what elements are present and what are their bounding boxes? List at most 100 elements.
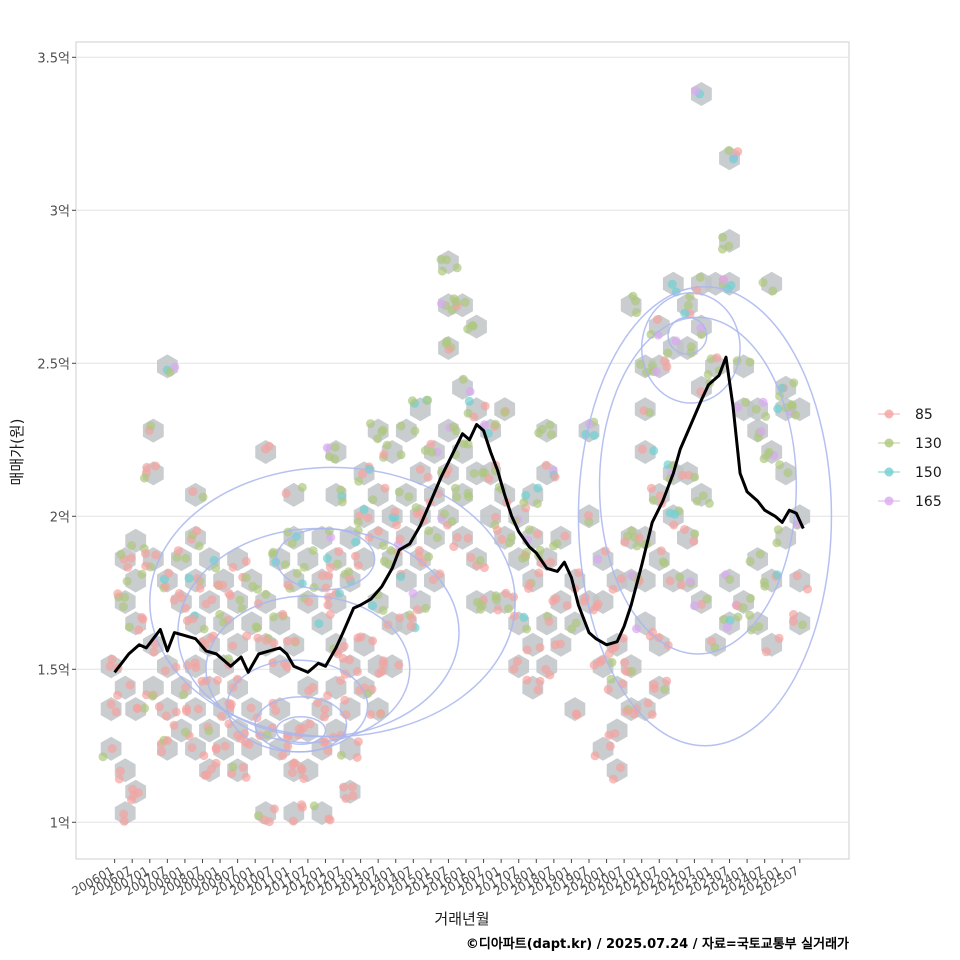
scatter-point <box>724 146 734 155</box>
scatter-point <box>309 583 319 592</box>
scatter-point <box>134 625 144 635</box>
scatter-point <box>775 460 785 470</box>
scatter-point <box>309 801 319 811</box>
scatter-point <box>410 426 420 436</box>
legend-swatch <box>884 409 894 419</box>
scatter-point <box>759 454 769 464</box>
scatter-point <box>382 440 392 450</box>
scatter-point <box>238 762 248 772</box>
scatter-point <box>751 404 761 414</box>
scatter-point <box>789 610 798 619</box>
legend-swatch <box>884 467 894 477</box>
scatter-point <box>589 431 599 440</box>
scatter-point <box>791 410 800 420</box>
scatter-point <box>163 736 173 745</box>
scatter-point <box>283 741 293 751</box>
scatter-point <box>161 711 171 721</box>
scatter-point <box>662 676 672 686</box>
scatter-point <box>746 625 756 635</box>
scatter-point <box>646 483 656 493</box>
scatter-point <box>287 538 297 548</box>
scatter-point <box>288 816 298 826</box>
scatter-point <box>548 596 558 606</box>
scatter-point <box>463 324 473 334</box>
scatter-point <box>241 573 251 583</box>
scatter-point <box>746 593 755 603</box>
scatter-point <box>353 517 363 527</box>
scatter-point <box>126 553 136 563</box>
scatter-point <box>264 441 274 451</box>
scatter-point <box>119 809 129 819</box>
scatter-point <box>330 442 340 452</box>
scatter-point <box>476 600 486 610</box>
scatter-point <box>654 633 664 643</box>
scatter-point <box>241 772 251 782</box>
scatter-point <box>107 744 117 754</box>
scatter-point <box>652 367 661 377</box>
scatter-point <box>632 624 641 634</box>
scatter-point <box>141 549 150 558</box>
scatter-point <box>647 710 657 719</box>
scatter-point <box>469 468 479 478</box>
scatter-point <box>192 526 202 536</box>
scatter-point <box>396 572 406 582</box>
scatter-point <box>532 499 542 509</box>
scatter-point <box>241 738 251 747</box>
scatter-point <box>313 698 322 708</box>
scatter-point <box>545 670 555 680</box>
source-caption: ©디아파트(dapt.kr) / 2025.07.24 / 자료=국토교통부 실… <box>466 936 849 952</box>
scatter-point <box>412 605 422 615</box>
scatter-point <box>292 568 302 578</box>
scatter-point <box>652 315 662 324</box>
scatter-point <box>745 610 755 620</box>
scatter-point <box>571 709 581 719</box>
scatter-point <box>161 582 170 591</box>
scatter-point <box>368 495 378 505</box>
scatter-point <box>616 763 625 773</box>
scatter-point <box>332 559 342 569</box>
scatter-point <box>761 411 771 421</box>
scatter-point <box>535 676 545 686</box>
scatter-point <box>137 612 147 622</box>
scatter-point <box>773 404 783 414</box>
scatter-point <box>581 429 591 439</box>
scatter-point <box>352 753 362 762</box>
scatter-point <box>703 369 713 379</box>
scatter-point <box>261 635 271 645</box>
scatter-point <box>545 420 555 430</box>
scatter-point <box>593 599 603 609</box>
scatter-point <box>337 497 347 507</box>
scatter-point <box>132 704 142 713</box>
scatter-point <box>125 680 135 690</box>
trend-line <box>113 355 805 674</box>
scatter-point <box>656 546 666 556</box>
scatter-point <box>466 553 476 563</box>
scatter-point <box>180 727 190 737</box>
scatter-point <box>299 562 309 572</box>
scatter-point <box>123 562 133 572</box>
scatter-point <box>114 774 124 784</box>
scatter-point <box>549 541 559 551</box>
scatter-point <box>478 468 487 478</box>
scatter-point <box>689 536 699 546</box>
scatter-point <box>392 520 401 530</box>
scatter-point <box>201 676 211 686</box>
hexbin-cell <box>227 632 248 657</box>
scatter-point <box>378 541 388 550</box>
scatter-point <box>188 487 198 497</box>
scatter-point <box>522 675 532 685</box>
scatter-point <box>148 691 158 701</box>
scatter-point <box>574 568 584 578</box>
scatter-point <box>242 631 252 641</box>
scatter-point <box>643 698 653 708</box>
scatter-point <box>436 255 446 264</box>
y-tick-label: 2억 <box>50 510 70 525</box>
y-axis-ticks: 1억 1.5억 2억 2.5억 3억 3.5억 <box>37 51 76 831</box>
scatter-point <box>645 631 655 641</box>
scatter-point <box>632 541 642 551</box>
scatter-points <box>98 86 812 827</box>
scatter-point <box>680 525 689 534</box>
scatter-point <box>649 680 659 690</box>
scatter-point <box>325 610 335 619</box>
scatter-point <box>281 488 291 498</box>
